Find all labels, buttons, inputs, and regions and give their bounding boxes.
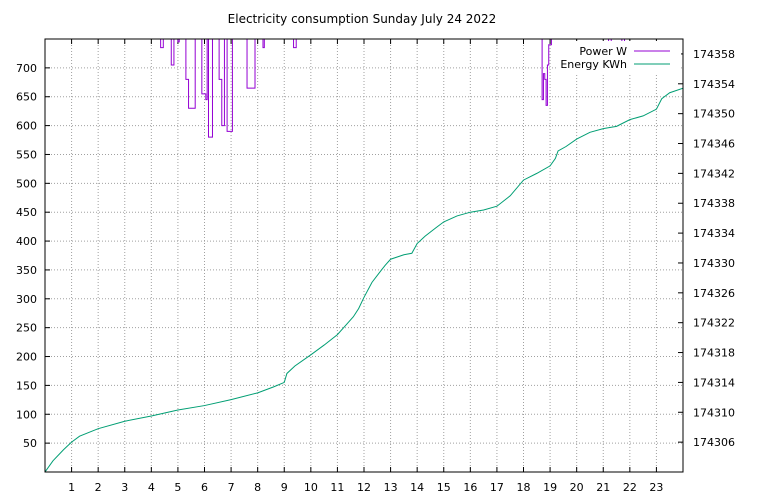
y2-tick-label: 174322 <box>693 317 735 330</box>
x-tick-label: 23 <box>649 481 663 494</box>
x-tick-label: 7 <box>228 481 235 494</box>
y-tick-label: 450 <box>16 206 37 219</box>
y-tick-label: 50 <box>23 437 37 450</box>
plot-border <box>44 38 684 473</box>
x-tick-label: 4 <box>148 481 155 494</box>
x-tick-label: 9 <box>281 481 288 494</box>
series-layer <box>45 39 683 472</box>
x-tick-label: 13 <box>384 481 398 494</box>
legend-label-power: Power W <box>579 45 627 58</box>
y-tick-label: 700 <box>16 62 37 75</box>
y-tick-label: 550 <box>16 148 37 161</box>
y2-tick-label: 174338 <box>693 197 735 210</box>
y-tick-label: 350 <box>16 264 37 277</box>
y2-axis-ticks: 174306 174310 174314 174318 174322 174326 1743… <box>678 48 735 449</box>
y-tick-label: 600 <box>16 120 37 133</box>
x-tick-label: 2 <box>95 481 102 494</box>
x-tick-label: 8 <box>254 481 261 494</box>
x-tick-label: 14 <box>410 481 424 494</box>
y2-tick-label: 174358 <box>693 48 735 61</box>
y-axis-ticks: 50 100 150 200 250 300 350 400 450 500 550 600 650 70… <box>16 62 50 450</box>
x-tick-label: 17 <box>490 481 504 494</box>
legend-background <box>557 41 681 73</box>
series-line-energy <box>45 87 683 472</box>
x-tick-label: 16 <box>463 481 477 494</box>
y2-tick-label: 174330 <box>693 257 735 270</box>
x-tick-label: 5 <box>174 481 181 494</box>
x-tick-label: 6 <box>201 481 208 494</box>
x-tick-label: 1 <box>68 481 75 494</box>
x-axis-ticks: 1 2 3 4 5 6 7 8 9 10 11 12 13 14 15 16 17 18 19 20 21 22 23 <box>68 39 663 494</box>
y2-tick-label: 174350 <box>693 108 735 121</box>
x-tick-label: 19 <box>543 481 557 494</box>
y2-tick-label: 174314 <box>693 376 735 389</box>
x-tick-label: 18 <box>517 481 531 494</box>
y2-tick-label: 174334 <box>693 227 735 240</box>
x-tick-label: 11 <box>330 481 344 494</box>
y2-tick-label: 174326 <box>693 287 735 300</box>
y-tick-label: 100 <box>16 408 37 421</box>
y2-tick-label: 174306 <box>693 436 735 449</box>
gridlines <box>45 39 683 472</box>
x-tick-label: 15 <box>437 481 451 494</box>
y2-tick-label: 174310 <box>693 406 735 419</box>
x-tick-label: 3 <box>121 481 128 494</box>
chart-title: Electricity consumption Sunday July 24 2… <box>228 12 497 26</box>
y-tick-label: 250 <box>16 322 37 335</box>
x-tick-label: 10 <box>304 481 318 494</box>
x-tick-label: 22 <box>623 481 637 494</box>
x-tick-label: 12 <box>357 481 371 494</box>
y-tick-label: 650 <box>16 91 37 104</box>
y-tick-label: 200 <box>16 351 37 364</box>
y2-tick-label: 174342 <box>693 167 735 180</box>
series-line-power <box>160 39 626 138</box>
y-tick-label: 300 <box>16 293 37 306</box>
x-tick-label: 21 <box>596 481 610 494</box>
y2-tick-label: 174318 <box>693 347 735 360</box>
y2-tick-label: 174346 <box>693 138 735 151</box>
y-tick-label: 500 <box>16 177 37 190</box>
legend: Power W Energy KWh <box>557 41 681 73</box>
y2-tick-label: 174354 <box>693 78 735 91</box>
legend-label-energy: Energy KWh <box>560 58 627 71</box>
y-tick-label: 400 <box>16 235 37 248</box>
y-tick-label: 150 <box>16 379 37 392</box>
x-tick-label: 20 <box>570 481 584 494</box>
